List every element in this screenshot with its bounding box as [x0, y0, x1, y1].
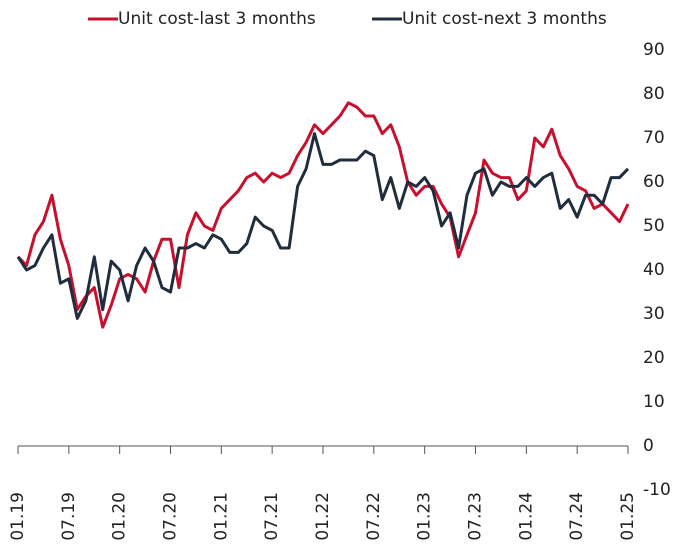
- series-line: [16, 101, 630, 329]
- y-tick-label: 20: [643, 348, 665, 368]
- y-tick-label: 60: [643, 172, 665, 192]
- x-tick-label: 01.23: [415, 492, 435, 541]
- x-tick-label: 07.24: [567, 492, 587, 541]
- x-tick-label: 07.20: [161, 492, 181, 541]
- x-tick-label: 07.19: [59, 492, 79, 541]
- y-tick-label: 90: [643, 40, 665, 60]
- x-tick-label: 07.21: [262, 492, 282, 541]
- y-tick-label: 50: [643, 216, 665, 236]
- y-tick-label: 30: [643, 304, 665, 324]
- series-line: [16, 132, 630, 320]
- x-tick-label: 01.25: [618, 492, 638, 541]
- x-tick-label: 01.21: [211, 492, 231, 541]
- legend-label: Unit cost-next 3 months: [402, 9, 607, 29]
- x-tick-label: 01.20: [110, 492, 130, 541]
- x-tick-label: 01.19: [8, 492, 28, 541]
- x-tick-label: 01.22: [313, 492, 333, 541]
- x-tick-label: 01.24: [516, 492, 536, 541]
- y-tick-label: 0: [643, 436, 654, 456]
- x-tick-label: 07.22: [364, 492, 384, 541]
- legend-label: Unit cost-last 3 months: [118, 9, 316, 29]
- y-tick-label: 80: [643, 84, 665, 104]
- x-tick-label: 07.23: [466, 492, 486, 541]
- y-tick-label: 40: [643, 260, 665, 280]
- y-tick-label: -10: [643, 480, 671, 500]
- y-tick-label: 70: [643, 128, 665, 148]
- y-tick-label: 10: [643, 392, 665, 412]
